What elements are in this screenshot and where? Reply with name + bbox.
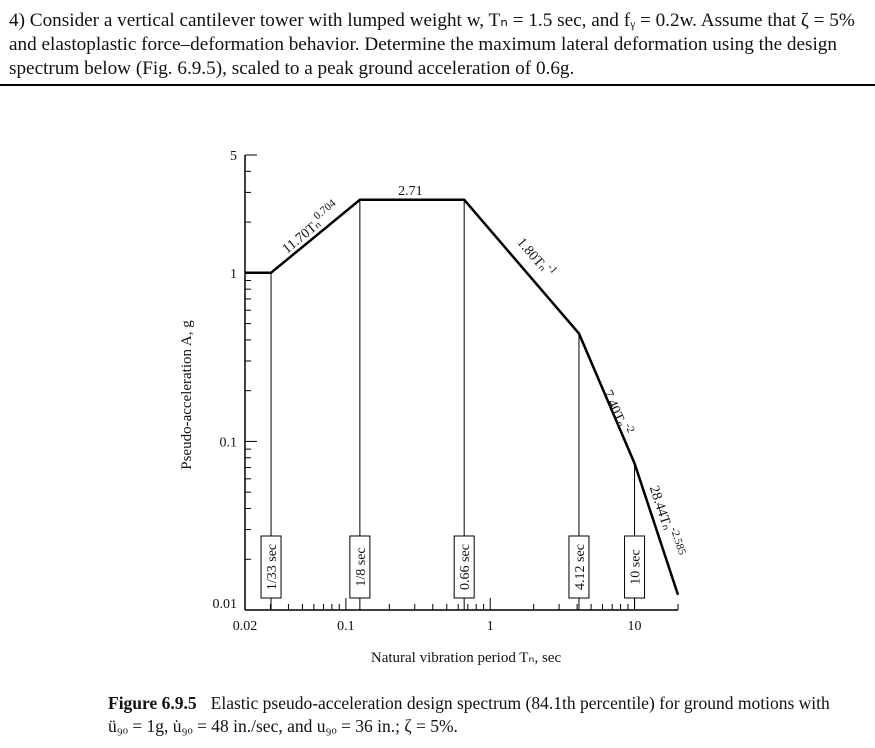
tick-labels: 0.01 0.1 1 5 0.02 0.1 1 10 <box>213 149 642 634</box>
axes <box>244 155 678 611</box>
x-tick-label: 1 <box>487 619 494 634</box>
period-marker-box <box>349 535 371 599</box>
y-tick-label: 1 <box>230 267 237 282</box>
segment-label: 7.40Tₙ-2 <box>600 386 637 438</box>
segment-labels: 11.70Tₙ0.704 2.71 1.80Tₙ-1 7.40Tₙ-2 28.44Tₙ-… <box>277 184 688 559</box>
period-marker-label: 1/8 sec <box>354 547 369 586</box>
y-tick-label: 0.01 <box>213 597 238 612</box>
period-marker-box <box>260 535 282 599</box>
x-tick-label: 10 <box>628 619 642 634</box>
period-marker-box <box>624 535 646 599</box>
divider <box>0 84 875 86</box>
period-marker-label: 10 sec <box>629 549 644 584</box>
period-marker-box <box>453 535 475 599</box>
segment-label: 28.44Tₙ-2.585 <box>646 482 688 559</box>
problem-statement: 4) Consider a vertical cantilever tower … <box>9 10 855 79</box>
segment-label: 1.80Tₙ-1 <box>513 232 559 281</box>
segment-label: 11.70Tₙ0.704 <box>277 197 344 257</box>
caption-text: Elastic pseudo-acceleration design spect… <box>108 693 830 736</box>
caption-figure-number: Figure 6.9.5 <box>108 693 197 713</box>
period-marker-box <box>568 535 590 599</box>
segment-label: 2.71 <box>398 184 423 199</box>
x-tick-label: 0.02 <box>233 619 258 634</box>
figure-caption: Figure 6.9.5 Elastic pseudo-acceleration … <box>108 692 848 738</box>
x-axis-label: Natural vibration period Tₙ, sec <box>371 650 562 666</box>
period-marker-label: 1/33 sec <box>265 544 280 590</box>
period-marker-label: 0.66 sec <box>458 544 473 590</box>
series <box>245 198 680 596</box>
y-tick-label: 0.1 <box>220 435 238 450</box>
period-marker-label: 4.12 sec <box>573 544 588 590</box>
design-spectrum-chart: 0.01 0.1 1 5 0.02 0.1 1 10 1/33 sec 1/8 sec 0.66 … <box>179 149 688 666</box>
ticks <box>244 154 679 611</box>
x-tick-label: 0.1 <box>337 619 355 634</box>
spectrum-line <box>245 198 680 596</box>
y-tick-label: 5 <box>230 149 237 164</box>
period-markers: 1/33 sec 1/8 sec 0.66 sec 4.12 sec 10 sec <box>260 199 646 610</box>
y-axis-label: Pseudo-acceleration A, g <box>179 320 195 470</box>
